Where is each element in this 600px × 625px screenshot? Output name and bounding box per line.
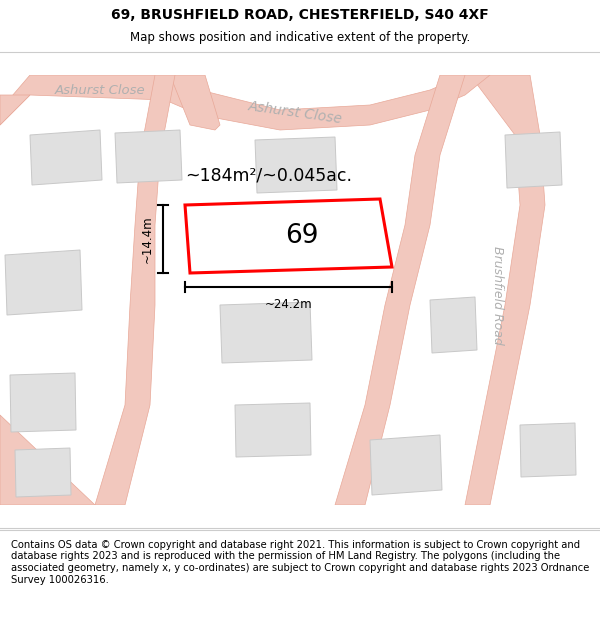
Polygon shape xyxy=(465,75,545,505)
Polygon shape xyxy=(0,75,490,130)
Polygon shape xyxy=(370,435,442,495)
Text: 69, BRUSHFIELD ROAD, CHESTERFIELD, S40 4XF: 69, BRUSHFIELD ROAD, CHESTERFIELD, S40 4… xyxy=(111,8,489,21)
Polygon shape xyxy=(185,199,392,273)
Text: ~184m²/~0.045ac.: ~184m²/~0.045ac. xyxy=(185,166,352,184)
Polygon shape xyxy=(0,95,30,125)
Text: Contains OS data © Crown copyright and database right 2021. This information is : Contains OS data © Crown copyright and d… xyxy=(11,540,589,584)
Polygon shape xyxy=(520,423,576,477)
Text: 69: 69 xyxy=(285,223,319,249)
Polygon shape xyxy=(0,415,95,505)
Polygon shape xyxy=(220,302,312,363)
Polygon shape xyxy=(335,75,465,505)
Text: Ashurst Close: Ashurst Close xyxy=(247,99,343,126)
Polygon shape xyxy=(430,297,477,353)
Text: ~14.4m: ~14.4m xyxy=(140,215,154,262)
Text: ~24.2m: ~24.2m xyxy=(265,298,313,311)
Text: Ashurst Close: Ashurst Close xyxy=(55,84,146,96)
Polygon shape xyxy=(170,75,220,130)
Text: Map shows position and indicative extent of the property.: Map shows position and indicative extent… xyxy=(130,31,470,44)
Polygon shape xyxy=(95,75,175,505)
Polygon shape xyxy=(30,130,102,185)
Polygon shape xyxy=(15,448,71,497)
Polygon shape xyxy=(215,210,307,270)
Polygon shape xyxy=(115,130,182,183)
Polygon shape xyxy=(255,137,337,193)
Text: Brushfield Road: Brushfield Road xyxy=(491,246,505,344)
Polygon shape xyxy=(235,403,311,457)
Polygon shape xyxy=(5,250,82,315)
Polygon shape xyxy=(505,132,562,188)
Polygon shape xyxy=(10,373,76,432)
